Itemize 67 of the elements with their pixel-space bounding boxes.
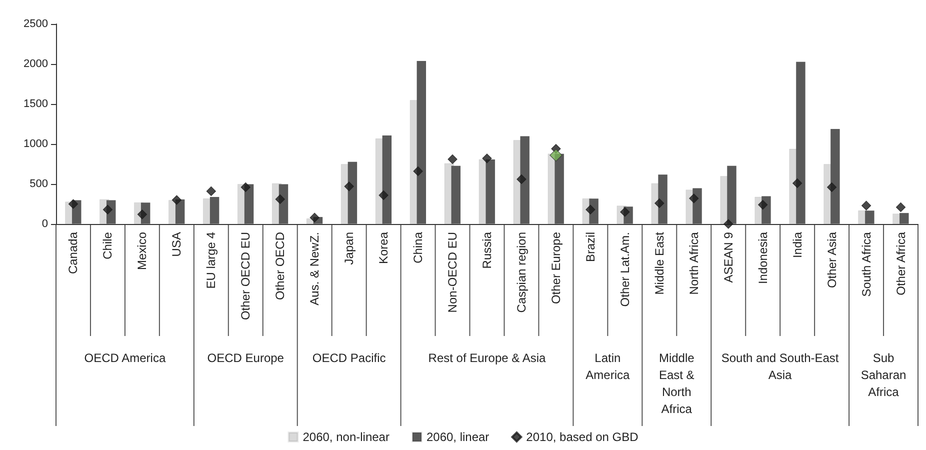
x-tick-label: Mexico [135, 232, 150, 270]
point [413, 166, 423, 176]
text: OECD Europe [206, 350, 285, 367]
x-tick-label: ASEAN 9 [721, 232, 736, 283]
y-tick-label: 500 [30, 178, 48, 190]
point [206, 186, 216, 196]
text: Rest of Europe & Asia [427, 350, 547, 367]
point [482, 154, 492, 164]
x-tick-label: EU large 4 [204, 232, 218, 289]
point [689, 194, 699, 204]
x-tick-label: Other OECD [273, 232, 288, 300]
point [344, 182, 354, 192]
y-tick-label: 1500 [24, 98, 48, 110]
x-tick-label: Aus. & NewZ. [308, 232, 322, 306]
x-tick-label: Russia [480, 232, 494, 269]
x-tick-label: Other Europe [548, 232, 563, 304]
point [586, 204, 596, 214]
point [792, 178, 802, 188]
text: South and South-East Asia [720, 350, 840, 384]
point [275, 194, 285, 204]
text: Sub Saharan Africa [860, 350, 908, 401]
x-tick-label: Korea [376, 232, 391, 264]
y-tick-label: 2500 [24, 18, 48, 30]
x-tick-label: Middle East [652, 231, 666, 295]
point [896, 202, 906, 212]
text: OECD America [83, 350, 167, 367]
x-tick-label: Brazil [583, 232, 598, 262]
point [861, 200, 872, 210]
point [758, 200, 768, 210]
x-tick-label: North Africa [686, 232, 701, 295]
legend-label: 2010, based on GBD [526, 430, 639, 444]
text: Latin America [584, 350, 631, 384]
x-tick-label: Indonesia [756, 232, 770, 284]
point [240, 182, 250, 192]
point [724, 219, 734, 229]
point [827, 182, 837, 192]
point [654, 198, 664, 208]
point [172, 195, 182, 205]
point [137, 210, 147, 220]
text: Middle East & North Africa [658, 350, 696, 418]
point [68, 199, 78, 209]
x-tick-label: Non-OECD EU [446, 232, 460, 313]
point [620, 207, 630, 217]
y-tick-label: 2000 [24, 58, 48, 70]
x-tick-label: USA [170, 232, 184, 257]
point [310, 212, 320, 222]
legend-label: 2060, linear [426, 430, 490, 444]
y-tick-label: 1000 [24, 138, 48, 150]
point [378, 190, 388, 200]
x-tick-label: Other Asia [824, 232, 839, 288]
x-tick-label: Other OECD EU [238, 232, 253, 320]
x-tick-label: China [411, 232, 426, 264]
point [102, 204, 113, 214]
x-tick-label: Japan [342, 232, 356, 265]
point [448, 154, 458, 164]
x-tick-label: Other Africa [894, 232, 908, 296]
x-tick-label: India [790, 232, 804, 258]
text: OECD Pacific [311, 350, 387, 367]
x-tick-label: Canada [66, 232, 80, 274]
x-tick-label: Other Lat.Am. [618, 232, 632, 307]
y-tick-label: 0 [42, 218, 48, 230]
point [550, 148, 562, 162]
point [516, 174, 526, 184]
x-tick-label: Caspian region [514, 232, 528, 313]
x-tick-label: South Africa [859, 232, 874, 297]
legend-label: 2060, non-linear [302, 430, 390, 444]
x-tick-label: Chile [100, 232, 115, 260]
